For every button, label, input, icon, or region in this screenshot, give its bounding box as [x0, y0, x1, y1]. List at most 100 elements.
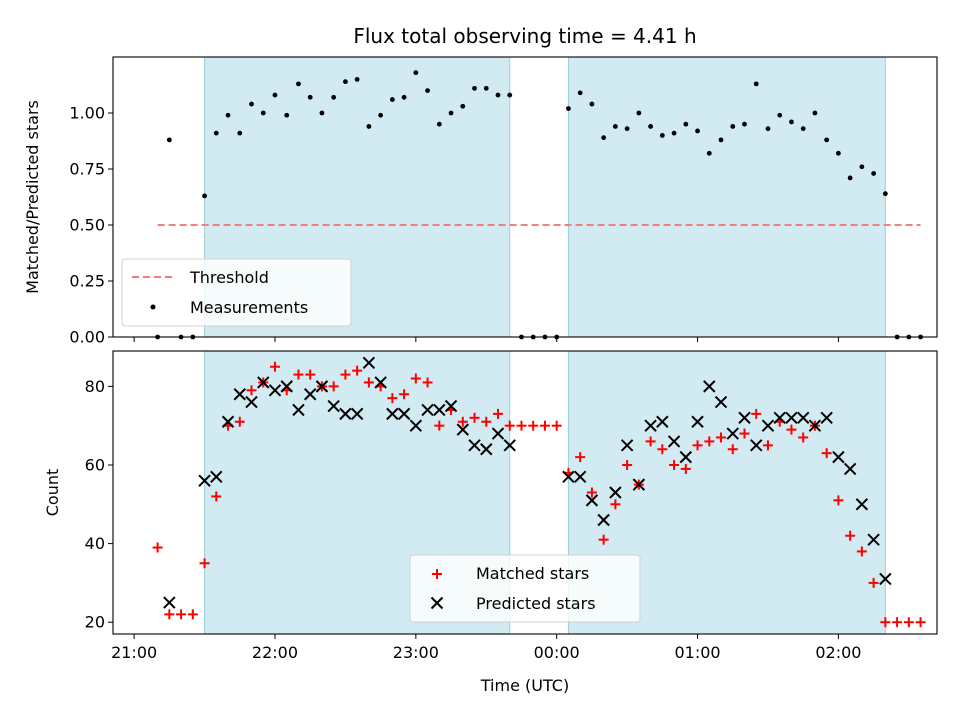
- matched-star-point: [845, 530, 856, 541]
- measurement-point: [507, 92, 513, 98]
- matched-star-point: [504, 420, 515, 431]
- predicted-star-point: [386, 407, 399, 421]
- time-x-tick-label: 02:00: [815, 643, 861, 662]
- measurement-point: [566, 106, 571, 111]
- predicted-star-point: [808, 419, 822, 432]
- matched-star-point: [164, 609, 175, 620]
- matched-star-point: [352, 365, 363, 376]
- predicted-star-point: [198, 474, 211, 487]
- matched-star-point: [798, 432, 809, 443]
- matched-star-point: [340, 369, 351, 380]
- measurement-point: [249, 101, 254, 107]
- measurement-point: [378, 112, 384, 118]
- count-y-tick-label: 20: [85, 613, 105, 632]
- measurement-point: [777, 112, 783, 118]
- matched-star-point: [457, 416, 468, 427]
- time-x-tick-label: 21:00: [111, 643, 157, 662]
- predicted-star-point: [280, 380, 293, 393]
- predicted-star-point: [691, 415, 704, 428]
- ratio-y-axis: 0.00 0.25 0.50 0.75 1.00: [69, 104, 113, 347]
- measurement-point: [202, 193, 207, 199]
- matched-star-point: [680, 463, 691, 474]
- matched-star-point: [762, 440, 773, 451]
- shaded-interval-2: [568, 57, 886, 337]
- count-legend-box: [409, 554, 641, 623]
- matched-star-point: [903, 617, 914, 628]
- measurement-point: [460, 103, 466, 109]
- matched-star-point: [528, 420, 539, 431]
- matched-star-point: [363, 377, 374, 388]
- matched-star-point: [246, 385, 257, 396]
- measurement-point: [436, 121, 442, 127]
- predicted-star-point: [573, 470, 587, 483]
- predicted-star-point: [268, 384, 282, 397]
- matched-star-point: [211, 491, 222, 502]
- matched-star-point: [692, 440, 703, 451]
- predicted-star-point: [585, 494, 599, 507]
- measurement-point: [589, 101, 595, 107]
- measurement-point: [577, 90, 583, 96]
- matched-star-point: [739, 428, 750, 439]
- measurement-point: [307, 94, 313, 100]
- measurement-point: [612, 124, 618, 129]
- predicted-star-point: [468, 439, 481, 452]
- time-x-tick-label: 00:00: [534, 643, 580, 662]
- time-x-tick-label: 23:00: [393, 643, 439, 662]
- predicted-star-point: [843, 462, 857, 476]
- matched-star-point: [539, 420, 550, 431]
- legend-predicted-swatch: [430, 596, 444, 610]
- predicted-star-point: [832, 450, 845, 464]
- measurement-point: [413, 70, 419, 76]
- predicted-star-point: [714, 395, 728, 409]
- measurement-point: [389, 97, 395, 102]
- predicted-stars-points: [163, 356, 892, 609]
- ratio-y-tick-label: 0.00: [69, 328, 105, 347]
- count-y-tick-label: 60: [85, 455, 105, 474]
- predicted-star-point: [339, 407, 352, 421]
- matched-star-point: [234, 416, 245, 427]
- matched-star-point: [269, 361, 280, 372]
- measurement-point: [331, 94, 337, 100]
- measurement-point: [225, 112, 231, 118]
- measurement-point: [847, 175, 853, 181]
- matched-star-point: [645, 436, 656, 447]
- measurement-point: [237, 130, 243, 136]
- matched-star-point: [880, 617, 891, 628]
- matched-star-point: [422, 377, 433, 388]
- measurement-point: [882, 191, 888, 197]
- time-x-axis-label: Time (UTC): [480, 676, 569, 695]
- count-y-axis: 20 40 60 80: [85, 377, 113, 632]
- measurement-point: [601, 135, 607, 141]
- measurement-point: [671, 130, 677, 136]
- measurement-point: [272, 92, 278, 98]
- predicted-star-point: [257, 376, 270, 389]
- matched-star-point: [387, 393, 398, 404]
- predicted-star-point: [409, 419, 423, 432]
- ratio-legend-box: [121, 258, 352, 327]
- count-panel-frame: [112, 350, 938, 635]
- predicted-star-point: [315, 380, 329, 393]
- measurement-point: [789, 119, 794, 125]
- predicted-star-point: [562, 470, 575, 483]
- matched-star-point: [727, 444, 738, 455]
- measurement-point: [636, 110, 642, 116]
- measurement-point: [425, 88, 430, 93]
- measurement-point: [800, 126, 806, 132]
- predicted-star-point: [444, 399, 458, 413]
- predicted-star-point: [679, 450, 693, 464]
- chart-title: Flux total observing time = 4.41 h: [353, 24, 696, 48]
- matched-star-point: [657, 444, 668, 455]
- measurement-point: [213, 130, 219, 136]
- matched-star-point: [821, 448, 832, 459]
- predicted-star-point: [620, 439, 634, 452]
- matched-star-point: [868, 577, 879, 588]
- predicted-star-point: [785, 411, 798, 425]
- ratio-y-axis-label: Matched/Predicted stars: [23, 100, 42, 294]
- predicted-star-point: [245, 395, 258, 409]
- legend-matched-marker: [432, 569, 442, 579]
- ratio-y-tick-label: 1.00: [69, 104, 105, 123]
- matched-star-point: [892, 617, 903, 628]
- predicted-star-point: [221, 415, 235, 428]
- predicted-star-point: [163, 596, 176, 609]
- matched-star-point: [833, 495, 844, 506]
